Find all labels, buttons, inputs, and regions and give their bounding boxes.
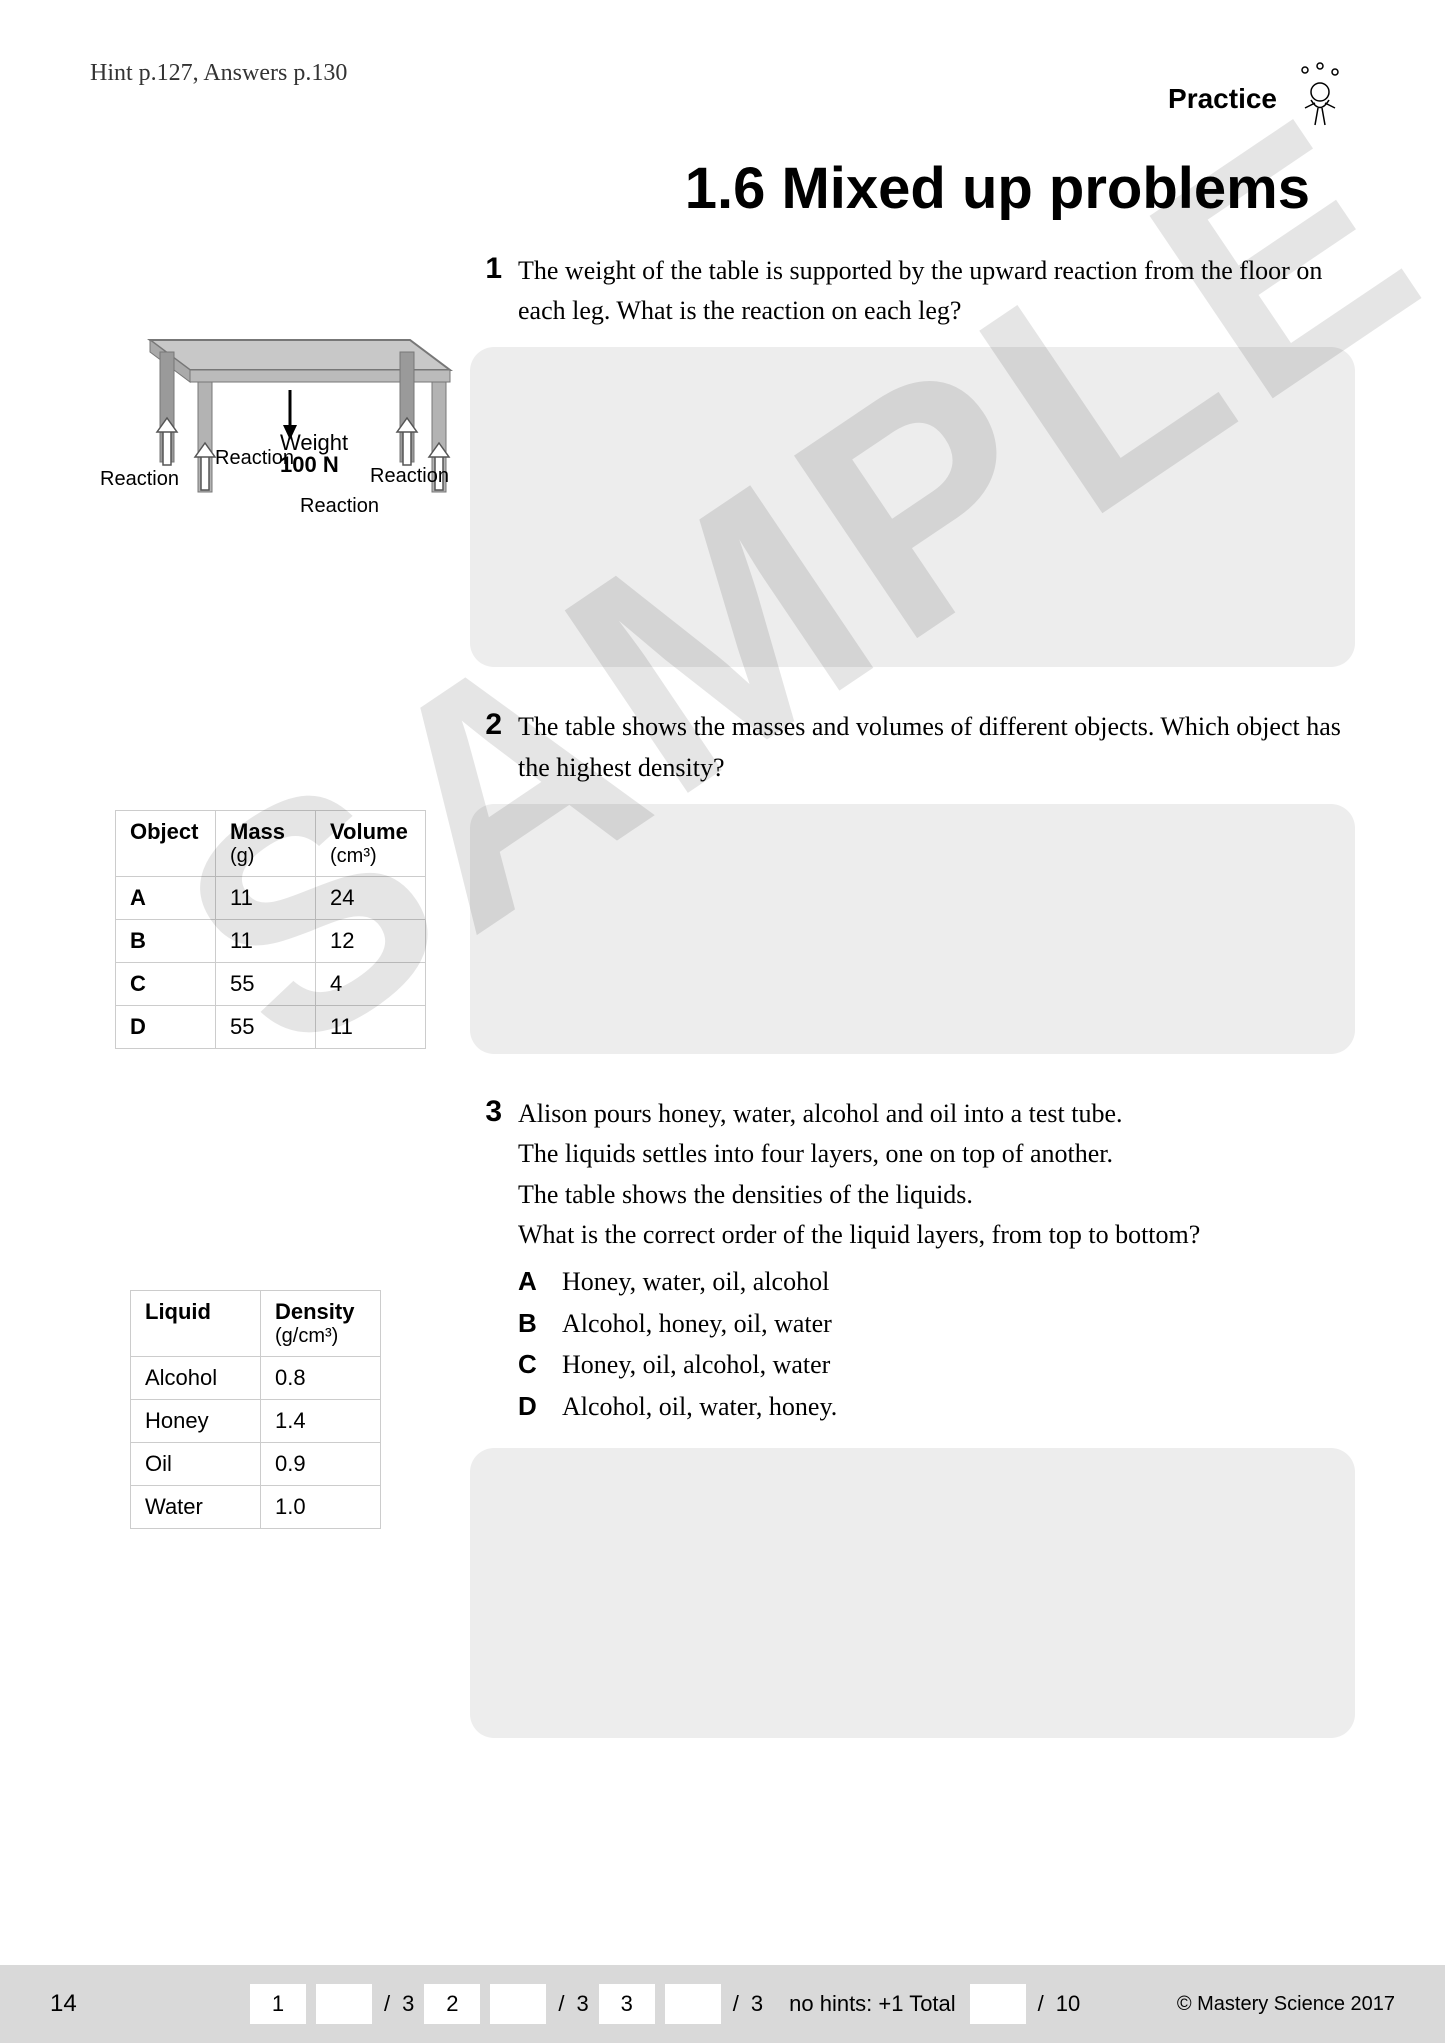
table-row: Oil0.9	[131, 1443, 381, 1486]
option-d[interactable]: DAlcohol, oil, water, honey.	[518, 1386, 1355, 1428]
table-row: D5511	[116, 1006, 426, 1049]
q2-number: 2	[470, 707, 518, 743]
hint-text: Hint p.127, Answers p.130	[90, 60, 347, 87]
score-q3-ans[interactable]	[665, 1984, 721, 2024]
q1-text: The weight of the table is supported by …	[518, 251, 1355, 332]
q2-text: The table shows the masses and volumes o…	[518, 707, 1355, 788]
q3-unit-1: (g/cm³)	[275, 1325, 366, 1348]
q2-col-1: Mass	[230, 819, 285, 844]
q3-line-3: What is the correct order of the liquid …	[518, 1215, 1355, 1255]
score-q2-num: 2	[424, 1984, 480, 2024]
copyright: © Mastery Science 2017	[1177, 1993, 1395, 2016]
table-figure: Weight 100 N Reaction Reaction Reaction …	[90, 300, 470, 560]
q3-number: 3	[470, 1094, 518, 1130]
question-1: 1 The weight of the table is supported b…	[470, 251, 1355, 332]
q3-options: AHoney, water, oil, alcohol BAlcohol, ho…	[518, 1261, 1355, 1427]
q2-col-0: Object	[130, 819, 198, 844]
slash-3: /	[731, 1991, 741, 2017]
score-q1-max: 3	[402, 1991, 414, 2017]
question-3: 3 Alison pours honey, water, alcohol and…	[470, 1094, 1355, 1428]
score-q3-num: 3	[599, 1984, 655, 2024]
q3-col-1: Density	[275, 1299, 354, 1324]
score-q2-max: 3	[577, 1991, 589, 2017]
slash-1: /	[382, 1991, 392, 2017]
reaction-label-4: Reaction	[300, 495, 379, 518]
header: Hint p.127, Answers p.130 Practice	[90, 60, 1355, 137]
slash-total: /	[1036, 1991, 1046, 2017]
score-q1-ans[interactable]	[316, 1984, 372, 2024]
q2-unit-1: (g)	[230, 845, 301, 868]
slash-2: /	[556, 1991, 566, 2017]
q2-table: Object Mass(g) Volume(cm³) A1124 B1112 C…	[115, 810, 426, 1049]
option-a[interactable]: AHoney, water, oil, alcohol	[518, 1261, 1355, 1303]
score-q3-max: 3	[751, 1991, 763, 2017]
table-row: Alcohol0.8	[131, 1357, 381, 1400]
q3-text: Alison pours honey, water, alcohol and o…	[518, 1094, 1355, 1428]
q2-unit-2: (cm³)	[330, 845, 411, 868]
table-row: B1112	[116, 920, 426, 963]
page-title: 1.6 Mixed up problems	[90, 157, 1310, 221]
q3-table: Liquid Density(g/cm³) Alcohol0.8 Honey1.…	[130, 1290, 381, 1529]
q2-col-2: Volume	[330, 819, 408, 844]
table-row: Honey1.4	[131, 1400, 381, 1443]
question-2: 2 The table shows the masses and volumes…	[470, 707, 1355, 788]
q3-col-0: Liquid	[145, 1299, 211, 1324]
table-row: C554	[116, 963, 426, 1006]
q1-number: 1	[470, 251, 518, 287]
score-q1-num: 1	[250, 1984, 306, 2024]
juggler-icon	[1285, 60, 1355, 137]
score-total-ans[interactable]	[970, 1984, 1026, 2024]
option-b[interactable]: BAlcohol, honey, oil, water	[518, 1303, 1355, 1345]
page: SAMPLE Hint p.127, Answers p.130 Practic…	[0, 0, 1445, 2043]
score-row: 1 / 3 2 / 3 3 / 3 no hints: +1 Total / 10	[250, 1984, 1080, 2024]
score-total-max: 10	[1056, 1991, 1080, 2017]
q3-line-1: The liquids settles into four layers, on…	[518, 1134, 1355, 1174]
reaction-label-1: Reaction	[100, 468, 179, 491]
page-number: 14	[50, 1990, 250, 2018]
nohints-label: no hints: +1 Total	[789, 1991, 956, 2017]
q3-answer-box[interactable]	[470, 1448, 1355, 1738]
reaction-label-2: Reaction	[215, 447, 294, 470]
table-row: Water1.0	[131, 1486, 381, 1529]
q1-answer-box[interactable]	[470, 347, 1355, 667]
reaction-label-3: Reaction	[370, 465, 449, 488]
practice-text: Practice	[1168, 83, 1277, 115]
q2-answer-box[interactable]	[470, 804, 1355, 1054]
table-row: A1124	[116, 877, 426, 920]
footer: 14 1 / 3 2 / 3 3 / 3 no hints: +1 Total / 10…	[0, 1965, 1445, 2043]
option-c[interactable]: CHoney, oil, alcohol, water	[518, 1344, 1355, 1386]
q3-line-2: The table shows the densities of the liq…	[518, 1175, 1355, 1215]
q3-line-0: Alison pours honey, water, alcohol and o…	[518, 1094, 1355, 1134]
score-q2-ans[interactable]	[490, 1984, 546, 2024]
practice-label: Practice	[1168, 60, 1355, 137]
